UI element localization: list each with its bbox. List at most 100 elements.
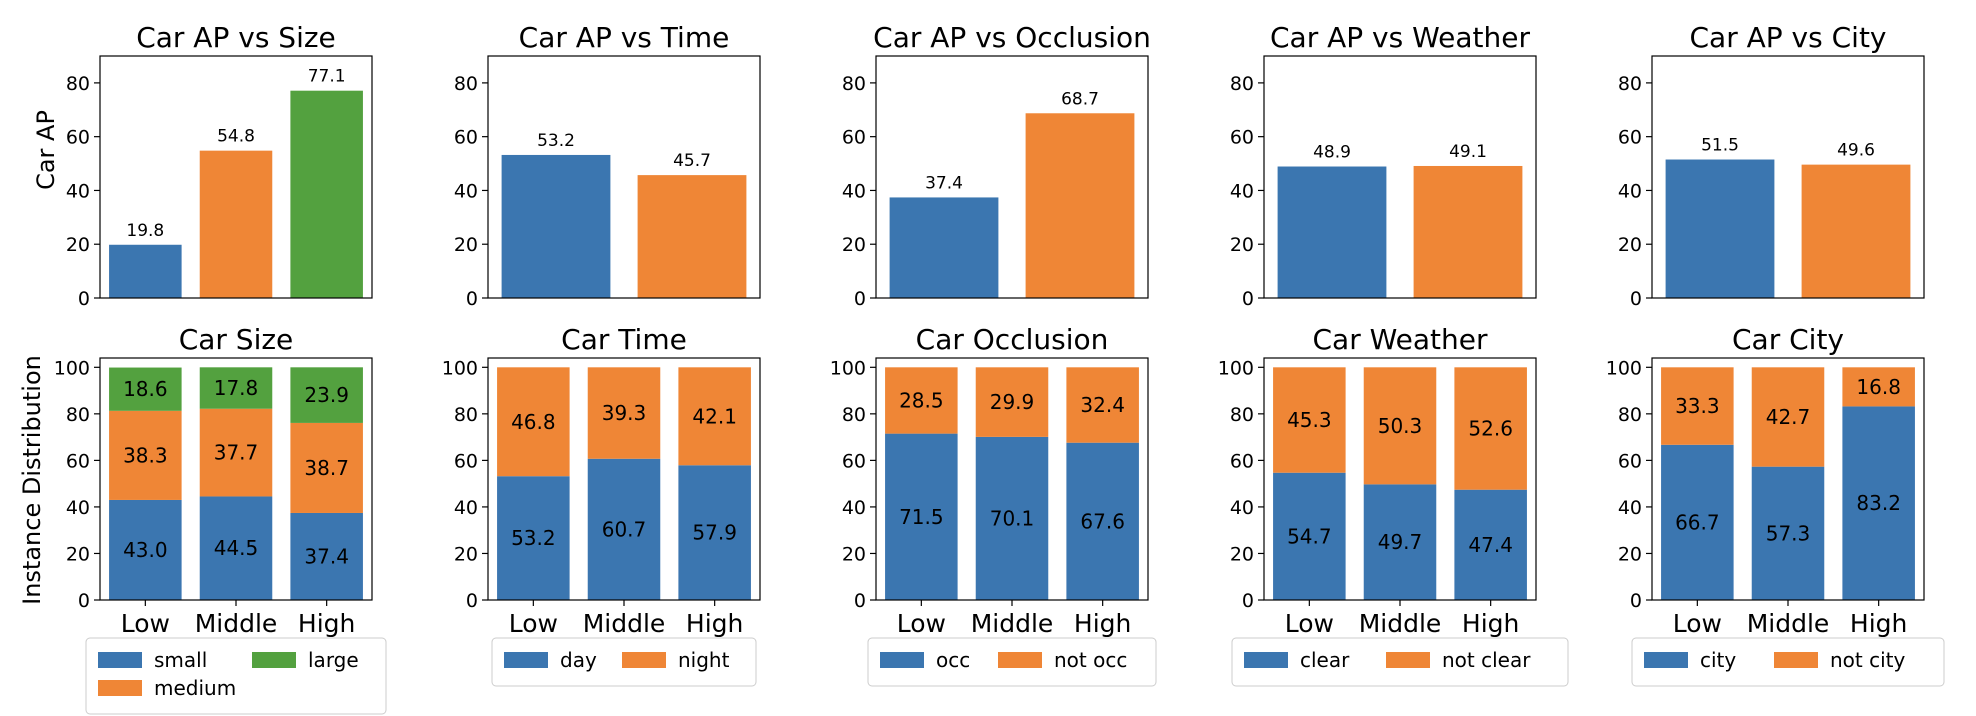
chart-8-segment-label: 28.5 — [899, 388, 944, 412]
chart-9-legend-label: not clear — [1442, 648, 1531, 672]
chart-6-legend-frame — [85, 637, 387, 715]
chart-9-segment-not-clear — [1273, 367, 1346, 473]
chart-6-legend-label: medium — [154, 676, 236, 700]
chart-7-segment-label: 39.3 — [602, 401, 647, 425]
chart-6-segment-label: 43.0 — [123, 538, 168, 562]
chart-7-ytick-label: 0 — [466, 590, 478, 612]
chart-6-legend-label: small — [154, 648, 207, 672]
chart-9-segment-clear — [1454, 489, 1527, 600]
chart-3-ytick-label: 60 — [842, 127, 866, 149]
chart-10-segment-label: 83.2 — [1856, 491, 1901, 515]
chart-10-segment-city — [1842, 406, 1915, 600]
chart-9-segment-not-clear — [1454, 367, 1527, 490]
chart-10-ytick-label: 80 — [1618, 404, 1642, 426]
chart-9-legend-swatch — [1386, 652, 1430, 668]
chart-5-ytick-label: 20 — [1618, 234, 1642, 256]
chart-8-ytick-label: 100 — [830, 357, 866, 379]
chart-1-title: Car AP vs Size — [136, 21, 336, 54]
chart-6-segment-large — [109, 367, 182, 411]
chart-9-ytick-label: 40 — [1230, 497, 1254, 519]
chart-7-segment-day — [678, 465, 751, 600]
chart-1-bar-medium — [199, 150, 273, 298]
chart-5-title: Car AP vs City — [1690, 21, 1887, 54]
chart-8-xtick-label: High — [1074, 609, 1131, 638]
chart-6-ytick-label: 100 — [54, 357, 90, 379]
chart-10-ytick-label: 60 — [1618, 450, 1642, 472]
chart-8-segment-label: 29.9 — [990, 390, 1035, 414]
top-y-axis-label: Car AP — [32, 110, 60, 190]
chart-2-ytick-label: 0 — [466, 288, 478, 310]
chart-4-ytick-label: 80 — [1230, 73, 1254, 95]
chart-2-axes-frame — [487, 55, 761, 299]
chart-6-segment-small — [199, 496, 273, 600]
chart-9-segment-clear — [1363, 484, 1437, 600]
chart-6-ytick-label: 40 — [66, 497, 90, 519]
chart-4-bar-clear — [1277, 166, 1387, 298]
chart-3-value-label: 37.4 — [925, 173, 963, 193]
chart-8-xtick-label: Low — [897, 609, 946, 638]
chart-2-title: Car AP vs Time — [519, 21, 730, 54]
chart-7-segment-label: 57.9 — [692, 521, 737, 545]
chart-8-segment-not-occ — [885, 367, 958, 434]
chart-3-ytick-label: 80 — [842, 73, 866, 95]
chart-4-axes-frame — [1263, 55, 1537, 299]
chart-9-legend-label: clear — [1300, 648, 1350, 672]
chart-6-ytick-label: 80 — [66, 404, 90, 426]
chart-9-segment-clear — [1273, 472, 1346, 600]
chart-3-value-label: 68.7 — [1061, 89, 1099, 109]
chart-3-bar-not-occ — [1025, 113, 1135, 298]
chart-4-ytick-label: 60 — [1230, 127, 1254, 149]
chart-7-segment-label: 46.8 — [511, 410, 556, 434]
chart-10-ytick-label: 100 — [1606, 357, 1642, 379]
chart-4-title: Car AP vs Weather — [1270, 21, 1531, 54]
chart-7-title: Car Time — [561, 323, 687, 356]
chart-2-value-label: 45.7 — [673, 151, 711, 171]
chart-10-segment-label: 33.3 — [1675, 394, 1720, 418]
chart-10-legend-label: city — [1700, 648, 1736, 672]
chart-6-segment-medium — [109, 410, 182, 500]
chart-5-value-label: 49.6 — [1837, 141, 1875, 161]
chart-10-segment-label: 16.8 — [1856, 375, 1901, 399]
chart-7-segment-night — [587, 367, 661, 459]
chart-6-axes-frame — [99, 357, 373, 601]
chart-9-axes-frame — [1263, 357, 1537, 601]
chart-8-segment-occ — [1066, 442, 1139, 600]
chart-8-legend-label: occ — [936, 648, 970, 672]
chart-2-bar-day — [501, 154, 611, 298]
chart-9-segment-label: 49.7 — [1378, 530, 1423, 554]
chart-7-xtick-label: Middle — [583, 609, 666, 638]
chart-10-segment-city — [1751, 466, 1825, 600]
chart-10-title: Car City — [1732, 323, 1844, 356]
chart-6-xtick-label: Middle — [195, 609, 278, 638]
chart-6-ytick-label: 20 — [66, 543, 90, 565]
chart-5-value-label: 51.5 — [1701, 136, 1739, 156]
chart-6-ytick-label: 60 — [66, 450, 90, 472]
chart-8-axes-frame — [875, 357, 1149, 601]
chart-3-title: Car AP vs Occlusion — [873, 21, 1151, 54]
chart-7-ytick-label: 20 — [454, 543, 478, 565]
chart-8-ytick-label: 60 — [842, 450, 866, 472]
chart-6-legend-swatch — [252, 652, 296, 668]
chart-6-segment-medium — [290, 422, 363, 513]
chart-5-axes-frame — [1651, 55, 1925, 299]
chart-6-segment-small — [290, 512, 363, 600]
chart-3-ytick-label: 0 — [854, 288, 866, 310]
chart-8-segment-occ — [885, 433, 958, 600]
chart-8-title: Car Occlusion — [916, 323, 1109, 356]
chart-7-xtick-label: Low — [509, 609, 558, 638]
chart-9-segment-not-clear — [1363, 367, 1437, 485]
chart-8-xtick-label: Middle — [971, 609, 1054, 638]
chart-10-legend-swatch — [1774, 652, 1818, 668]
chart-10-ytick-label: 20 — [1618, 543, 1642, 565]
chart-9-ytick-label: 80 — [1230, 404, 1254, 426]
chart-9-segment-label: 50.3 — [1378, 414, 1423, 438]
chart-9-legend-swatch — [1244, 652, 1288, 668]
chart-8-segment-not-occ — [975, 367, 1049, 437]
chart-2-ytick-label: 20 — [454, 234, 478, 256]
chart-7-legend-swatch — [504, 652, 548, 668]
chart-8-ytick-label: 20 — [842, 543, 866, 565]
chart-4-ytick-label: 0 — [1242, 288, 1254, 310]
chart-3-ytick-label: 40 — [842, 180, 866, 202]
chart-10-segment-city — [1661, 444, 1734, 600]
chart-9-title: Car Weather — [1312, 323, 1488, 356]
